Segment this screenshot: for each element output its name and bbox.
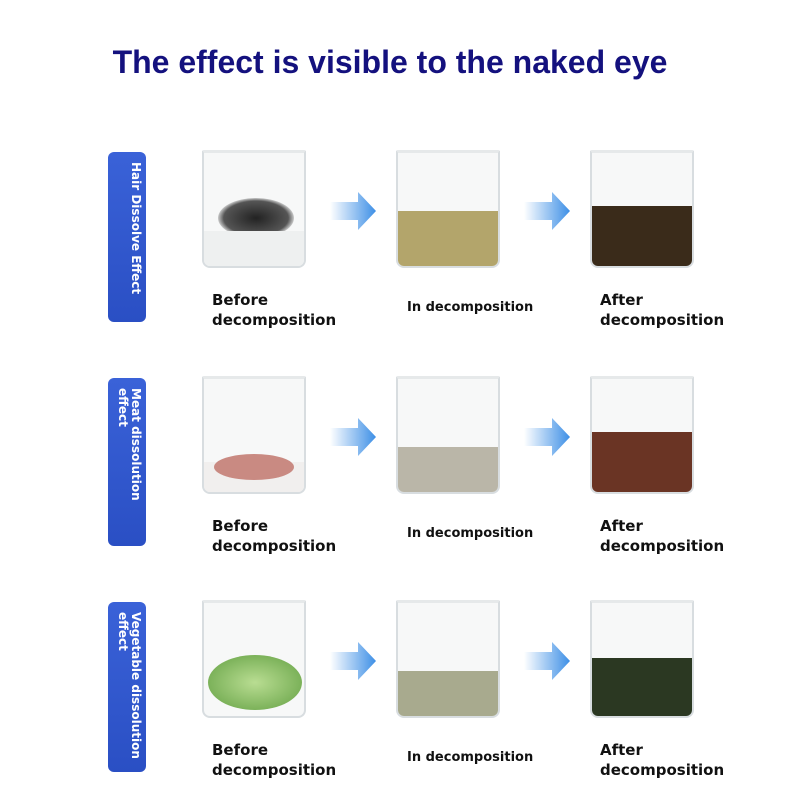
- arrow-right-icon: [330, 642, 376, 680]
- caption-during: In decomposition: [407, 750, 534, 765]
- row-label: Hair Dissolve Effect: [108, 152, 146, 322]
- caption-before: Before decomposition: [212, 517, 337, 555]
- caption-after: After decomposition: [600, 741, 725, 779]
- caption-after: After decomposition: [600, 291, 725, 329]
- beaker-before: [202, 600, 306, 718]
- beaker-during: [396, 150, 500, 268]
- caption-before: Before decomposition: [212, 741, 337, 779]
- page-title: The effect is visible to the naked eye: [112, 44, 668, 80]
- beaker-during: [396, 600, 500, 718]
- arrow-right-icon: [330, 418, 376, 456]
- beaker-after: [590, 376, 694, 494]
- caption-before: Before decomposition: [212, 291, 337, 329]
- beaker-before: [202, 150, 306, 268]
- caption-after: After decomposition: [600, 517, 725, 555]
- arrow-right-icon: [524, 192, 570, 230]
- arrow-right-icon: [330, 192, 376, 230]
- arrow-right-icon: [524, 418, 570, 456]
- beaker-before: [202, 376, 306, 494]
- row-label: Vegetable dissolution effect: [108, 602, 146, 772]
- caption-during: In decomposition: [407, 526, 534, 541]
- beaker-after: [590, 600, 694, 718]
- beaker-after: [590, 150, 694, 268]
- arrow-right-icon: [524, 642, 570, 680]
- beaker-during: [396, 376, 500, 494]
- row-label: Meat dissolution effect: [108, 378, 146, 546]
- caption-during: In decomposition: [407, 300, 534, 315]
